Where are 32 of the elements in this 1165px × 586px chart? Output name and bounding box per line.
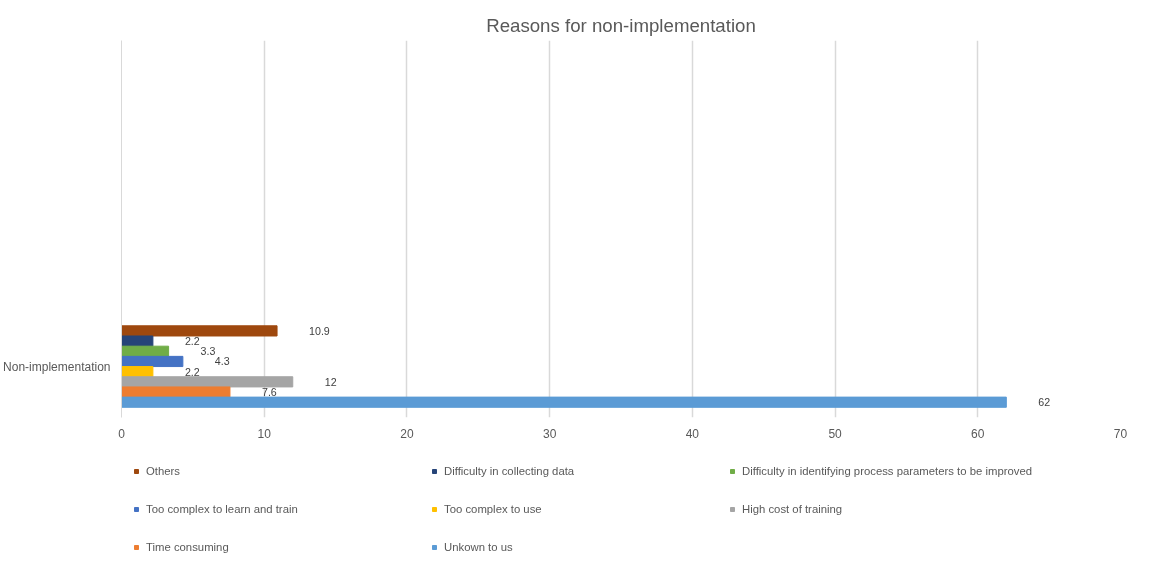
legend-label: Difficulty in identifying process parameters to be improved (742, 464, 1033, 478)
bar (121, 376, 294, 388)
legend-label: Others (146, 464, 181, 478)
x-tick-label: 70 (1113, 426, 1128, 441)
x-tick-label: 30 (542, 426, 557, 441)
y-tick-label: Non-implementation (3, 359, 111, 374)
bar (121, 335, 154, 347)
x-tick-label: 60 (971, 426, 985, 441)
data-label: 62 (1038, 396, 1051, 409)
data-label: 2.2 (184, 365, 200, 378)
legend-label: Too complex to use (444, 502, 543, 516)
bar (121, 325, 278, 337)
x-tick-label: 50 (828, 426, 843, 441)
data-label: 2.2 (184, 335, 200, 348)
x-tick-label: 0 (118, 426, 126, 441)
bar (121, 396, 1007, 408)
x-tick-label: 20 (400, 426, 414, 441)
chart-title: Reasons for non-implementation (486, 14, 756, 36)
data-label: 10.9 (309, 324, 330, 337)
data-label: 3.3 (200, 345, 216, 358)
x-tick-label: 10 (257, 426, 272, 441)
legend-label: Too complex to learn and train (146, 502, 299, 516)
legend-label: Difficulty in collecting data (444, 464, 576, 478)
legend-label: High cost of training (742, 502, 844, 516)
legend-label: Time consuming (146, 540, 230, 554)
bar (121, 355, 184, 368)
legend-label: Unkown to us (444, 540, 514, 554)
data-label: 7.6 (261, 386, 277, 399)
data-label: 12 (324, 375, 337, 388)
x-tick-label: 40 (685, 426, 700, 441)
data-label: 4.3 (214, 355, 230, 368)
bar (121, 366, 154, 378)
